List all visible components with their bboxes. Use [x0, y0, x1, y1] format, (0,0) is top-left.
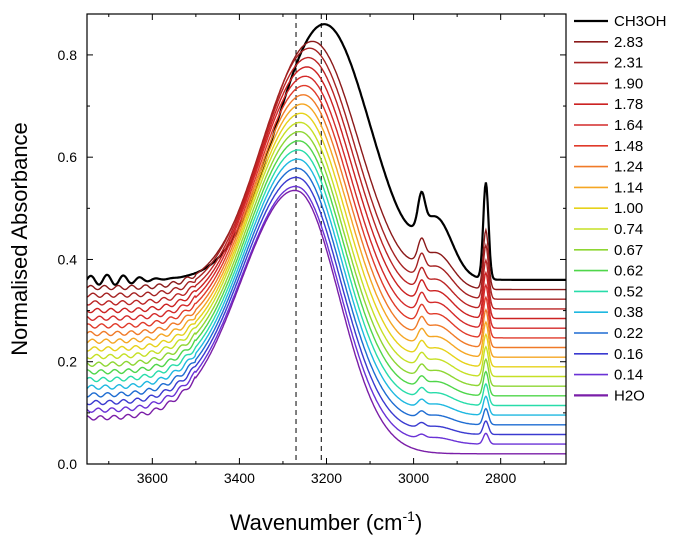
- legend: CH3OH 2.83 2.31 1.90 1.78 1.64 1.48 1.24 1.14 1.0…: [574, 13, 667, 404]
- x-axis-title-end: ): [415, 510, 422, 535]
- series-line-CH3OH: [87, 23, 566, 286]
- series-line-1.48: [87, 84, 566, 339]
- series-line-2.83: [87, 40, 566, 291]
- legend-label: 0.74: [614, 221, 643, 238]
- legend-label: 0.52: [614, 283, 643, 300]
- x-tick-label: 3600: [137, 470, 168, 486]
- y-axis-title: Normalised Absorbance: [7, 122, 32, 356]
- series-line-0.52: [87, 149, 566, 407]
- axis-ticks: 3600 3400 3200 3000 2800 0.0 0.2 0.4 0.6 0.8: [58, 14, 566, 486]
- legend-label: H2O: [614, 387, 645, 404]
- series-line-0.67: [87, 131, 566, 387]
- y-tick-label: 0.8: [58, 47, 78, 63]
- series-line-0.22: [87, 167, 566, 426]
- series-line-H2O: [87, 189, 566, 455]
- y-tick-label: 0.6: [58, 149, 78, 165]
- x-axis-title-superscript: -1: [403, 508, 416, 524]
- legend-label: 1.48: [614, 138, 643, 155]
- x-tick-label: 3400: [224, 470, 255, 486]
- series-line-1.90: [87, 56, 566, 310]
- legend-label: 0.22: [614, 325, 643, 342]
- legend-label: 1.00: [614, 200, 643, 217]
- legend-label: 0.38: [614, 304, 643, 321]
- series-line-1.14: [87, 103, 566, 358]
- legend-label: 1.90: [614, 75, 643, 92]
- x-axis-title: Wavenumber (cm-1): [230, 508, 423, 535]
- series-line-1.64: [87, 75, 566, 329]
- legend-label: 1.64: [614, 117, 643, 134]
- x-tick-label: 3000: [398, 470, 429, 486]
- series-line-2.31: [87, 47, 566, 300]
- series-layer: [87, 23, 566, 455]
- legend-label: CH3OH: [614, 13, 667, 30]
- legend-label: 0.62: [614, 263, 643, 280]
- legend-label: 2.83: [614, 34, 643, 51]
- series-line-0.38: [87, 158, 566, 416]
- x-axis-title-main: Wavenumber (cm: [230, 510, 403, 535]
- series-line-0.14: [87, 185, 566, 445]
- legend-label: 0.67: [614, 242, 643, 259]
- y-tick-label: 0.2: [58, 354, 78, 370]
- series-line-0.74: [87, 121, 566, 378]
- legend-label: 0.14: [614, 367, 643, 384]
- legend-label: 1.78: [614, 96, 643, 113]
- x-tick-label: 2800: [485, 470, 516, 486]
- legend-label: 1.14: [614, 179, 643, 196]
- legend-label: 2.31: [614, 55, 643, 72]
- y-tick-label: 0.4: [58, 251, 78, 267]
- series-line-0.62: [87, 140, 566, 397]
- series-line-1.78: [87, 66, 566, 320]
- series-line-0.16: [87, 176, 566, 436]
- legend-label: 1.24: [614, 159, 643, 176]
- y-tick-label: 0.0: [58, 456, 78, 472]
- legend-label: 0.16: [614, 346, 643, 363]
- x-tick-label: 3200: [311, 470, 342, 486]
- series-line-1.00: [87, 112, 566, 368]
- reference-lines: [295, 14, 322, 464]
- series-line-1.24: [87, 94, 566, 349]
